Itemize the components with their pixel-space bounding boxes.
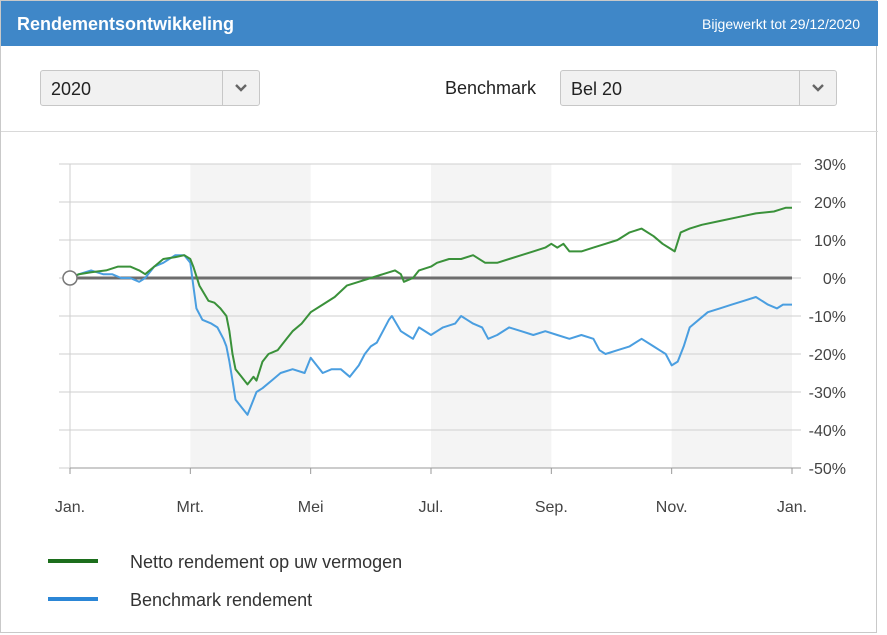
returns-chart: 30% 20% 10% 0% -10% -20% -30% -40% -50% Jan. Mrt.…: [55, 157, 846, 516]
x-axis: [69, 164, 801, 474]
y-tick-label: -10%: [809, 309, 846, 326]
start-point-marker: [62, 270, 78, 286]
x-tick-label: Jan.: [777, 499, 807, 516]
controls-bar: [1, 46, 878, 132]
y-tick-label: -50%: [809, 461, 846, 478]
x-tick-label: Mrt.: [177, 499, 205, 516]
net-return-line: [69, 206, 792, 386]
year-select[interactable]: 2020: [40, 70, 260, 106]
y-tick-label: -40%: [809, 423, 846, 440]
series-lines: [69, 206, 792, 416]
y-tick-label: 0%: [823, 271, 846, 288]
y-tick-label: -30%: [809, 385, 846, 402]
benchmark-select[interactable]: Bel 20: [560, 70, 837, 106]
x-tick-label: Mei: [298, 499, 324, 516]
x-axis-labels: Jan. Mrt. Mei Jul. Sep. Nov. Jan.: [55, 499, 807, 516]
shaded-bands: [190, 164, 792, 468]
chevron-down-icon: [812, 84, 824, 92]
legend-benchmark-label: Benchmark rendement: [130, 590, 313, 610]
x-tick-label: Sep.: [535, 499, 568, 516]
legend-benchmark-swatch: [48, 597, 98, 601]
benchmark-return-line: [69, 254, 792, 416]
x-tick-label: Jul.: [419, 499, 444, 516]
benchmark-select-value: Bel 20: [571, 79, 623, 99]
panel-title: Rendementsontwikkeling: [17, 14, 235, 34]
legend-net-swatch: [48, 559, 98, 563]
benchmark-select-toggle[interactable]: [799, 71, 836, 105]
year-select-toggle[interactable]: [222, 71, 259, 105]
chevron-down-icon: [235, 84, 247, 92]
benchmark-label: Benchmark: [445, 78, 537, 98]
x-tick-label: Nov.: [656, 499, 688, 516]
y-tick-label: -20%: [809, 347, 846, 364]
start-marker: [62, 270, 78, 286]
panel-header: Rendementsontwikkeling Bijgewerkt tot 29…: [1, 1, 878, 46]
y-tick-label: 30%: [814, 157, 846, 174]
x-tick-label: Jan.: [55, 499, 85, 516]
year-select-value: 2020: [51, 79, 92, 99]
legend-net-label: Netto rendement op uw vermogen: [130, 552, 403, 572]
updated-date: Bijgewerkt tot 29/12/2020: [702, 16, 860, 32]
y-axis-labels: 30% 20% 10% 0% -10% -20% -30% -40% -50%: [809, 157, 846, 478]
y-tick-label: 10%: [814, 233, 846, 250]
y-tick-label: 20%: [814, 195, 846, 212]
